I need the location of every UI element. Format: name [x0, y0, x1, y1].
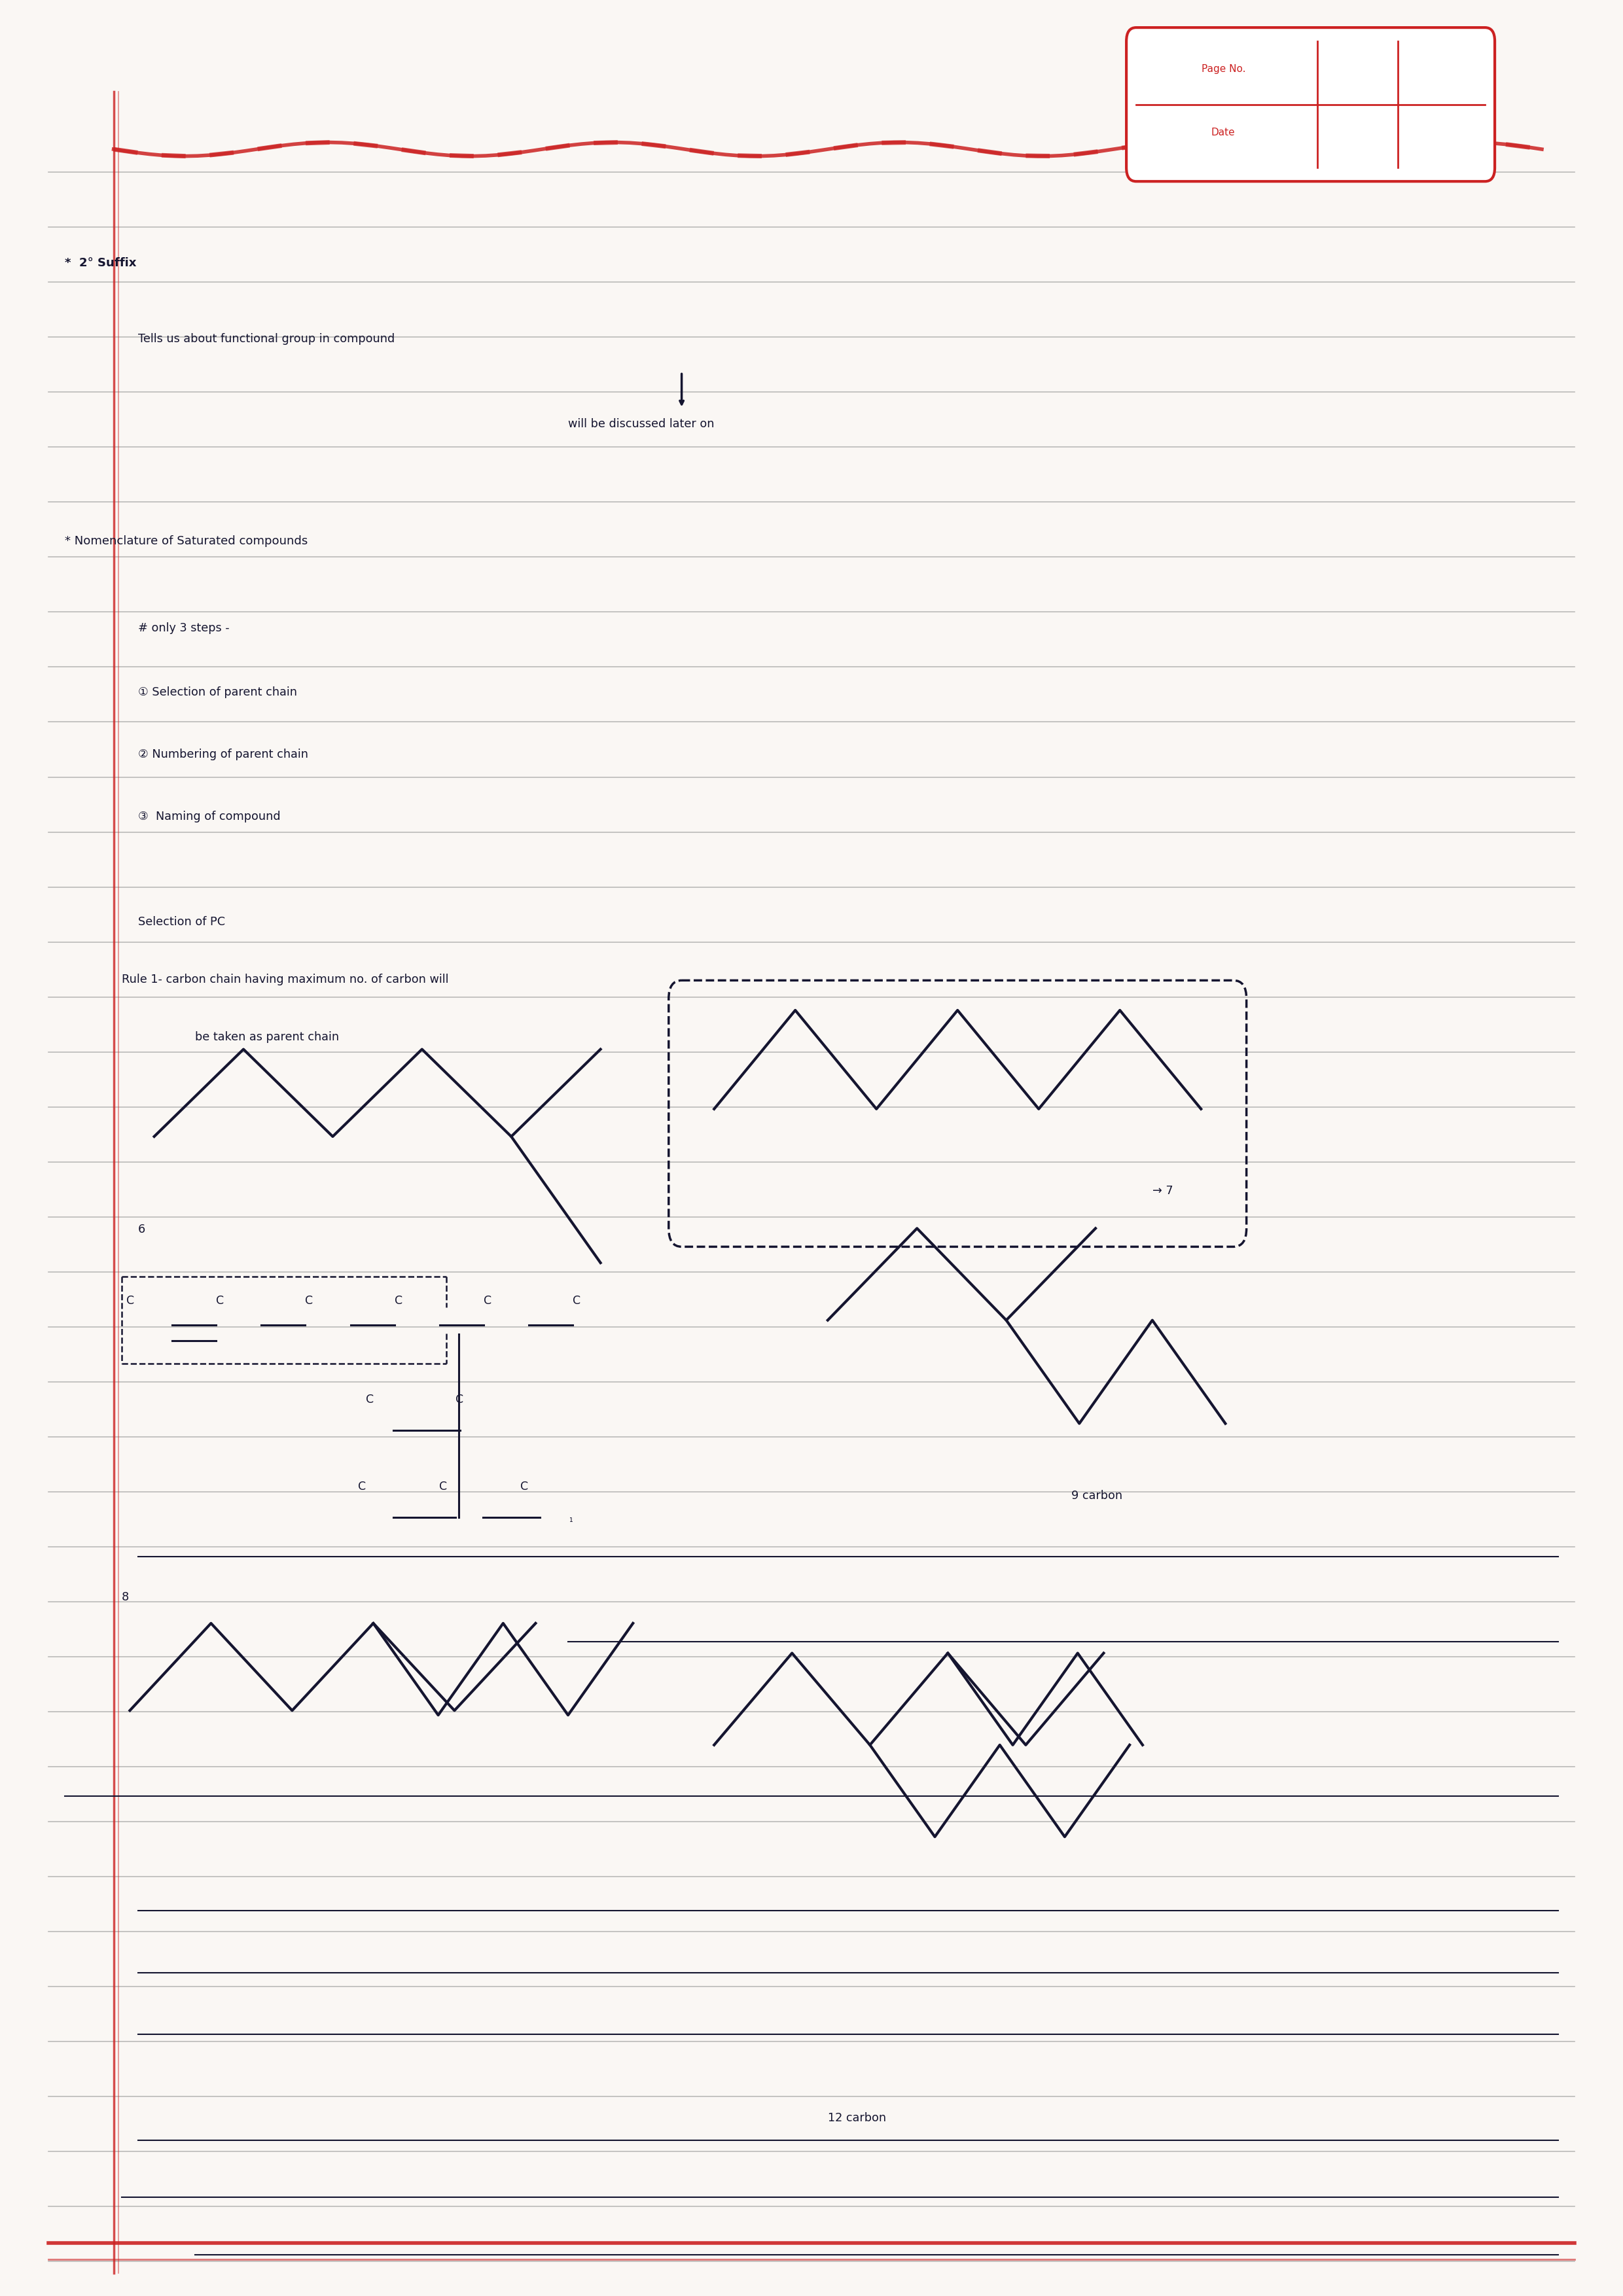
Text: C: C [305, 1295, 313, 1306]
Text: 12 carbon: 12 carbon [828, 2112, 886, 2124]
Text: * Nomenclature of Saturated compounds: * Nomenclature of Saturated compounds [65, 535, 308, 546]
Text: 8: 8 [122, 1591, 130, 1603]
Text: C: C [216, 1295, 224, 1306]
Text: C: C [127, 1295, 135, 1306]
FancyBboxPatch shape [1126, 28, 1495, 181]
Text: C: C [519, 1481, 527, 1492]
Text: *  2° Suffix: * 2° Suffix [65, 257, 136, 269]
Text: C: C [357, 1481, 365, 1492]
Text: C: C [367, 1394, 373, 1405]
Text: C: C [454, 1394, 463, 1405]
Text: 9 carbon: 9 carbon [1071, 1490, 1123, 1502]
Text: 6: 6 [138, 1224, 146, 1235]
Text: C: C [484, 1295, 492, 1306]
Text: ₁: ₁ [570, 1515, 573, 1525]
Text: Date: Date [1211, 126, 1235, 138]
Text: will be discussed later on: will be discussed later on [568, 418, 714, 429]
Text: ③  Naming of compound: ③ Naming of compound [138, 810, 281, 822]
Text: ② Numbering of parent chain: ② Numbering of parent chain [138, 748, 308, 760]
Text: C: C [394, 1295, 403, 1306]
Text: Rule 1- carbon chain having maximum no. of carbon will: Rule 1- carbon chain having maximum no. … [122, 974, 448, 985]
Text: Selection of PC: Selection of PC [138, 916, 226, 928]
Text: ① Selection of parent chain: ① Selection of parent chain [138, 687, 297, 698]
Text: C: C [438, 1481, 446, 1492]
Text: # only 3 steps -: # only 3 steps - [138, 622, 229, 634]
Text: C: C [573, 1295, 581, 1306]
Text: → 7: → 7 [1152, 1185, 1173, 1196]
Text: be taken as parent chain: be taken as parent chain [195, 1031, 339, 1042]
Text: Page No.: Page No. [1201, 64, 1245, 73]
Text: Tells us about functional group in compound: Tells us about functional group in compo… [138, 333, 394, 344]
